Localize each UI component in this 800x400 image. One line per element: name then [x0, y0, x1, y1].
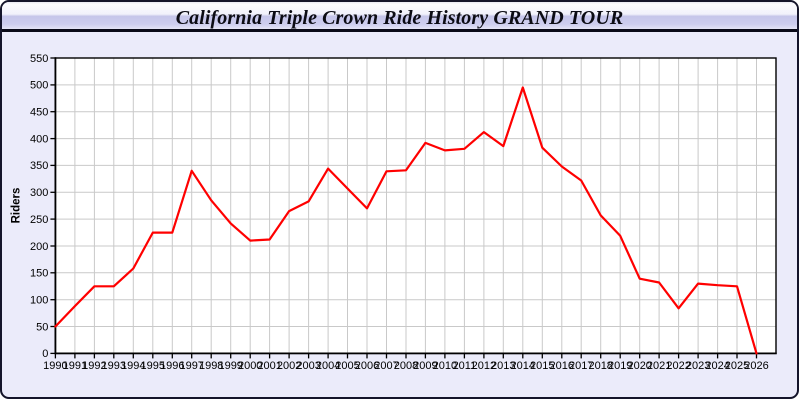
svg-text:2003: 2003 — [296, 360, 320, 372]
svg-text:200: 200 — [30, 241, 48, 253]
svg-text:1996: 1996 — [160, 360, 184, 372]
svg-text:1990: 1990 — [43, 360, 67, 372]
svg-text:1992: 1992 — [82, 360, 106, 372]
svg-text:2017: 2017 — [569, 360, 593, 372]
svg-text:2018: 2018 — [588, 360, 612, 372]
svg-text:Riders: Riders — [11, 188, 23, 224]
svg-text:1991: 1991 — [63, 360, 87, 372]
svg-text:2022: 2022 — [666, 360, 690, 372]
svg-text:2021: 2021 — [647, 360, 671, 372]
svg-text:300: 300 — [30, 187, 48, 199]
svg-text:2002: 2002 — [277, 360, 301, 372]
svg-text:1999: 1999 — [218, 360, 242, 372]
svg-text:2012: 2012 — [472, 360, 496, 372]
svg-text:2008: 2008 — [394, 360, 418, 372]
svg-text:400: 400 — [30, 133, 48, 145]
svg-text:250: 250 — [30, 214, 48, 226]
svg-text:2014: 2014 — [511, 360, 535, 372]
svg-text:2000: 2000 — [238, 360, 262, 372]
svg-text:2004: 2004 — [316, 360, 340, 372]
svg-text:2026: 2026 — [744, 360, 768, 372]
svg-text:2001: 2001 — [257, 360, 281, 372]
svg-text:550: 550 — [30, 53, 48, 65]
svg-text:2024: 2024 — [705, 360, 729, 372]
svg-text:1995: 1995 — [141, 360, 165, 372]
svg-text:100: 100 — [30, 295, 48, 307]
svg-text:2025: 2025 — [725, 360, 749, 372]
svg-text:2011: 2011 — [453, 360, 477, 372]
svg-text:2009: 2009 — [413, 360, 437, 372]
svg-text:350: 350 — [30, 160, 48, 172]
svg-text:2020: 2020 — [627, 360, 651, 372]
svg-text:1998: 1998 — [199, 360, 223, 372]
svg-text:2016: 2016 — [550, 360, 574, 372]
svg-text:1994: 1994 — [121, 360, 145, 372]
svg-text:1997: 1997 — [179, 360, 203, 372]
svg-text:1993: 1993 — [102, 360, 126, 372]
svg-text:50: 50 — [36, 321, 48, 333]
svg-text:0: 0 — [42, 348, 48, 360]
svg-text:2023: 2023 — [686, 360, 710, 372]
svg-text:2013: 2013 — [491, 360, 515, 372]
svg-text:2006: 2006 — [355, 360, 379, 372]
svg-text:2015: 2015 — [530, 360, 554, 372]
svg-text:450: 450 — [30, 107, 48, 119]
svg-text:2010: 2010 — [433, 360, 457, 372]
svg-text:2005: 2005 — [335, 360, 359, 372]
svg-text:2019: 2019 — [608, 360, 632, 372]
svg-text:2007: 2007 — [374, 360, 398, 372]
svg-text:150: 150 — [30, 268, 48, 280]
svg-text:500: 500 — [30, 80, 48, 92]
